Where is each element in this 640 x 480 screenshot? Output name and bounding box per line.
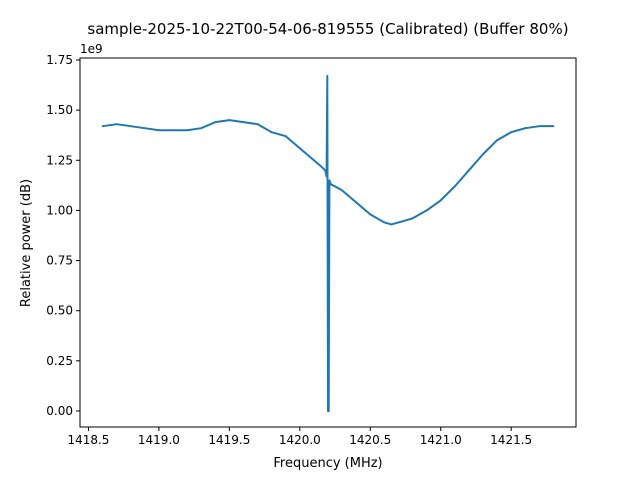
series-data-point <box>383 221 386 224</box>
x-tick-label: 1418.5 <box>67 433 109 447</box>
series-data-point <box>256 123 259 126</box>
y-tick-label: 0.50 <box>46 304 73 318</box>
series-data-point <box>327 410 330 412</box>
series-data-point <box>200 127 203 130</box>
series-data-point <box>329 183 332 186</box>
series-data-point <box>101 125 104 128</box>
series-data-point <box>482 153 484 156</box>
series-data-point <box>270 131 273 134</box>
series-data-point <box>324 169 327 172</box>
series-data-point <box>143 127 146 130</box>
series-data-point <box>411 217 414 220</box>
x-tick-label: 1421.0 <box>420 433 462 447</box>
y-axis-label: Relative power (dB) <box>19 179 34 307</box>
y-tick-label: 1.25 <box>46 153 73 167</box>
y-axis-multiplier: 1e9 <box>80 42 103 56</box>
series-data-point <box>214 121 217 124</box>
series-data-point <box>439 199 442 202</box>
y-tick-label: 1.50 <box>46 103 73 117</box>
series-data-point <box>228 119 231 122</box>
chart-title: sample-2025-10-22T00-54-06-819555 (Calib… <box>87 20 568 38</box>
x-axis-label: Frequency (MHz) <box>273 456 382 471</box>
y-tick-label: 0.75 <box>46 254 73 268</box>
series-data-point <box>390 223 393 226</box>
series-data-point <box>552 125 555 128</box>
series-data-point <box>298 147 301 150</box>
y-tick-label: 1.00 <box>46 203 73 217</box>
series-data-point <box>172 129 174 132</box>
series-data-point <box>158 129 160 132</box>
series-data-point <box>242 121 245 124</box>
x-tick-label: 1419.0 <box>138 433 180 447</box>
series-data-point <box>129 125 132 128</box>
series-data-point <box>284 135 287 138</box>
series-data-point <box>186 129 188 132</box>
y-tick-label: 1.75 <box>46 53 73 67</box>
x-tick-label: 1419.5 <box>208 433 250 447</box>
series-data-point <box>425 209 428 212</box>
x-tick-label: 1420.5 <box>349 433 391 447</box>
series-data-point <box>115 123 118 126</box>
series-data-point <box>326 75 329 77</box>
y-tick-label: 0.25 <box>46 354 73 368</box>
axis-ticks: 1418.5 1419.0 1419.5 1420.0 1420.5 1421.0 1421… <box>46 53 532 447</box>
series-data-point <box>369 213 372 216</box>
series-data-point <box>313 159 315 162</box>
series-data-point <box>325 175 328 178</box>
x-tick-label: 1420.0 <box>279 433 321 447</box>
series-data-point <box>453 185 456 188</box>
series-data-point <box>334 185 336 188</box>
series-data-point <box>524 127 527 130</box>
series-data-point <box>355 201 358 204</box>
x-tick-label: 1421.5 <box>490 433 532 447</box>
series-data-point <box>320 165 322 168</box>
series-data-point <box>468 169 470 172</box>
series-data-point <box>328 179 331 182</box>
series-data-point <box>341 189 343 192</box>
y-tick-label: 0.00 <box>46 404 73 418</box>
series-data-point <box>397 221 400 224</box>
plot-frame <box>79 57 577 428</box>
series-data-point <box>496 139 498 142</box>
series-data-point <box>538 125 541 128</box>
series-data-point <box>510 131 513 134</box>
plot-area <box>101 75 555 412</box>
